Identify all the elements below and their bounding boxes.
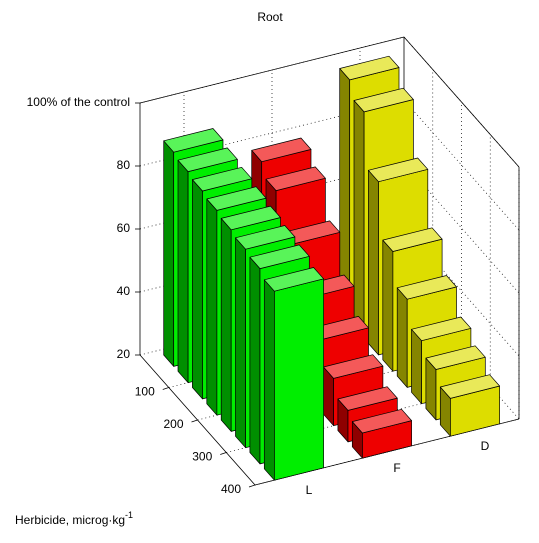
tick-mark [248,484,256,488]
bar-top [235,225,296,250]
bar-top [263,267,324,292]
x-tick-label: 300 [192,450,212,464]
bar-side [220,218,232,432]
bar-top [411,316,472,342]
bar-side [206,198,218,416]
bar-top [382,227,443,252]
bar-top [251,137,312,163]
bar-top [163,128,224,153]
bar-side [411,328,422,405]
bar [439,374,500,437]
category-label: L [306,483,313,497]
bar [263,267,324,481]
category-label: F [393,461,400,475]
bar-top [206,186,267,211]
z-tick-label: 40 [117,284,131,298]
bar-top [396,275,457,300]
bar-top [220,205,281,231]
category-label: D [481,439,490,453]
bar-side [396,287,408,388]
x-tick-label: 200 [163,417,183,431]
tick-mark [162,387,169,390]
bar-top [339,55,400,81]
z-tick-label: 20 [117,347,131,361]
bar-top [249,244,310,269]
bar-side [235,237,246,449]
axis-label-exponent: -1 [125,510,133,520]
axis-label: Herbicide, microg·kg-1 [15,510,133,527]
axis-label-text: Herbicide, microg·kg [15,513,125,527]
x-tick-label: 100 [135,385,155,399]
bar-top [265,166,326,191]
grid-line [139,36,405,104]
bar-top [439,374,500,399]
bar [351,408,412,459]
bar-side [177,159,189,384]
tick-mark [191,419,198,423]
bar-side [263,279,275,481]
bar-top [351,408,412,434]
tick-mark [220,452,227,455]
bar-top [192,166,253,192]
bar-side [353,100,365,340]
bar-side [249,256,261,465]
bar-top [323,354,384,379]
z-tick-label: 60 [117,221,131,235]
bar-top [353,87,414,113]
grid-line [403,99,520,231]
x-tick-label: 400 [221,482,241,496]
bar-side [163,140,175,367]
bar-top [177,147,238,172]
z-tick-label: 100% of the control [27,95,130,109]
bar-top [425,345,486,370]
bar-top [368,157,429,183]
grid-line [403,36,520,168]
z-tick-label: 80 [117,158,131,172]
bar-side [368,169,379,356]
bar-side [192,179,203,400]
bar-side [382,239,394,372]
bar-top [337,386,398,411]
bar-front [274,278,324,481]
chart-title: Root [257,10,283,24]
